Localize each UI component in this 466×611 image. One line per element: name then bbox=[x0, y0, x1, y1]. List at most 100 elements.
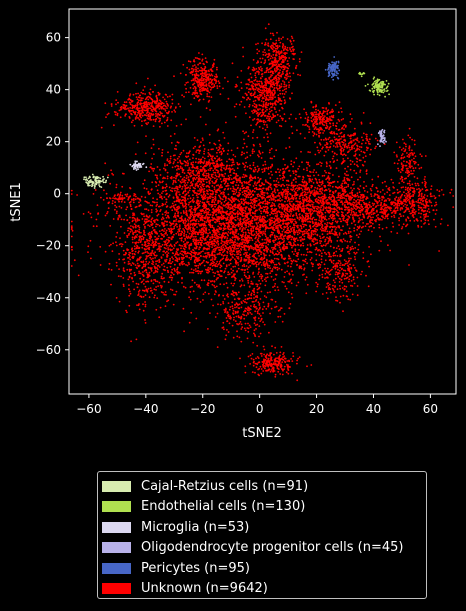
data-point bbox=[185, 184, 188, 186]
data-point bbox=[284, 219, 286, 222]
data-point bbox=[248, 181, 250, 183]
data-point bbox=[253, 225, 256, 228]
data-point bbox=[210, 240, 213, 243]
data-point bbox=[286, 223, 289, 226]
data-point bbox=[276, 244, 279, 246]
data-point bbox=[320, 216, 323, 219]
data-point bbox=[331, 185, 334, 188]
data-point bbox=[109, 197, 112, 200]
data-point bbox=[253, 182, 256, 185]
data-point bbox=[228, 164, 231, 167]
data-point bbox=[198, 262, 201, 265]
data-point bbox=[257, 237, 260, 240]
data-point bbox=[295, 200, 298, 203]
data-point bbox=[327, 242, 329, 245]
data-point bbox=[292, 186, 295, 189]
data-point bbox=[128, 294, 131, 297]
data-point bbox=[300, 194, 303, 196]
data-point bbox=[237, 205, 240, 207]
data-point bbox=[152, 197, 155, 200]
data-point bbox=[291, 205, 294, 208]
data-point bbox=[87, 251, 89, 254]
data-point bbox=[205, 211, 208, 214]
data-point bbox=[260, 232, 263, 234]
data-point bbox=[264, 238, 266, 241]
data-point bbox=[199, 301, 202, 303]
data-point bbox=[263, 278, 266, 281]
data-point bbox=[408, 264, 410, 266]
data-point bbox=[213, 201, 216, 204]
data-point bbox=[210, 204, 213, 206]
data-point bbox=[184, 217, 187, 220]
data-point bbox=[276, 189, 279, 191]
data-point bbox=[359, 185, 362, 187]
data-point bbox=[227, 234, 230, 237]
data-point bbox=[347, 215, 350, 218]
data-point bbox=[286, 186, 289, 189]
data-point bbox=[292, 214, 295, 217]
data-point bbox=[216, 189, 219, 192]
data-point bbox=[179, 264, 181, 266]
data-point bbox=[244, 215, 247, 218]
data-point bbox=[319, 161, 321, 164]
data-point bbox=[246, 213, 249, 215]
data-point bbox=[184, 239, 187, 241]
data-point bbox=[259, 261, 262, 264]
data-point bbox=[190, 230, 193, 233]
data-point bbox=[218, 236, 221, 239]
data-point bbox=[265, 242, 267, 245]
data-point bbox=[329, 184, 331, 187]
data-point bbox=[285, 147, 287, 150]
data-point bbox=[349, 168, 352, 171]
data-point bbox=[197, 199, 200, 202]
data-point bbox=[134, 231, 137, 234]
data-point bbox=[225, 258, 228, 260]
data-point bbox=[161, 192, 163, 195]
data-point bbox=[191, 271, 193, 274]
data-point bbox=[234, 239, 237, 241]
data-point bbox=[255, 249, 258, 251]
data-point bbox=[229, 259, 232, 262]
data-point bbox=[302, 200, 305, 203]
data-point bbox=[253, 190, 256, 193]
data-point bbox=[218, 246, 221, 249]
data-point bbox=[214, 196, 217, 199]
data-point bbox=[274, 236, 276, 239]
data-point bbox=[327, 196, 330, 199]
data-point bbox=[234, 243, 237, 246]
data-point bbox=[110, 269, 113, 271]
data-point bbox=[342, 219, 345, 222]
data-point bbox=[328, 182, 331, 185]
data-point bbox=[224, 204, 227, 207]
data-point bbox=[242, 227, 245, 229]
data-point bbox=[327, 184, 330, 187]
data-point bbox=[212, 248, 215, 251]
data-point bbox=[184, 189, 187, 191]
data-point bbox=[315, 290, 317, 293]
data-point bbox=[203, 242, 205, 245]
data-point bbox=[318, 181, 321, 184]
data-point bbox=[230, 214, 233, 217]
data-point bbox=[236, 212, 239, 214]
data-point bbox=[70, 220, 73, 223]
data-point bbox=[178, 230, 181, 233]
data-point bbox=[272, 221, 275, 224]
data-point bbox=[282, 168, 284, 170]
data-point bbox=[191, 285, 193, 288]
data-point bbox=[92, 193, 95, 195]
data-point bbox=[162, 254, 165, 256]
data-point bbox=[170, 232, 173, 235]
data-point bbox=[252, 234, 255, 237]
data-point bbox=[211, 283, 214, 286]
data-point bbox=[320, 162, 323, 165]
data-point bbox=[254, 262, 257, 265]
data-point bbox=[245, 253, 248, 256]
data-point bbox=[291, 181, 293, 184]
data-point bbox=[320, 206, 322, 209]
data-point bbox=[237, 184, 240, 187]
data-point bbox=[234, 235, 237, 238]
data-point bbox=[253, 218, 256, 220]
data-point bbox=[131, 236, 134, 239]
data-point bbox=[243, 244, 246, 247]
data-point bbox=[249, 190, 252, 193]
